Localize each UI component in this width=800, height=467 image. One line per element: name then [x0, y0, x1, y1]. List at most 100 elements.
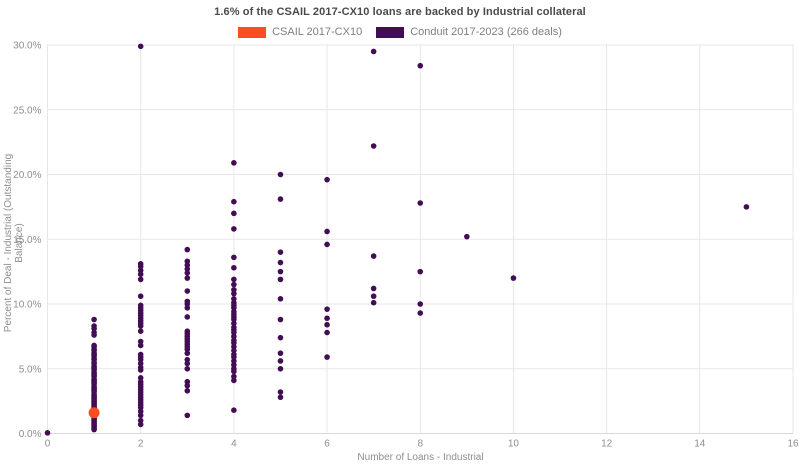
data-point-conduit[interactable]	[184, 387, 191, 394]
data-point-conduit[interactable]	[137, 293, 144, 300]
data-point-conduit[interactable]	[184, 382, 191, 389]
data-point-conduit[interactable]	[277, 268, 284, 275]
data-point-conduit[interactable]	[184, 246, 191, 253]
data-point-conduit[interactable]	[324, 176, 330, 183]
data-point-conduit[interactable]	[231, 286, 237, 293]
data-point-conduit[interactable]	[324, 306, 330, 312]
data-point-conduit[interactable]	[277, 394, 284, 401]
data-point-conduit[interactable]	[231, 226, 237, 232]
data-point-conduit[interactable]	[184, 305, 191, 311]
data-point-conduit[interactable]	[231, 362, 237, 368]
data-point-conduit[interactable]	[137, 356, 144, 363]
data-point-conduit[interactable]	[370, 143, 377, 149]
data-point-conduit[interactable]	[277, 365, 284, 372]
data-point-conduit[interactable]	[137, 367, 144, 373]
data-point-conduit[interactable]	[184, 262, 191, 268]
data-point-conduit[interactable]	[231, 373, 237, 380]
data-point-conduit[interactable]	[137, 408, 144, 415]
data-point-conduit[interactable]	[370, 285, 377, 292]
data-point-conduit[interactable]	[231, 254, 237, 261]
legend-item-csail[interactable]: CSAIL 2017-CX10	[238, 26, 362, 38]
data-point-conduit[interactable]	[743, 204, 750, 210]
data-point-conduit[interactable]	[231, 320, 237, 327]
data-point-conduit[interactable]	[231, 377, 237, 384]
data-point-conduit[interactable]	[184, 275, 191, 281]
data-point-conduit[interactable]	[277, 316, 284, 323]
data-point-csail[interactable]	[88, 407, 100, 419]
data-point-conduit[interactable]	[137, 421, 144, 428]
data-point-conduit[interactable]	[417, 310, 424, 316]
data-point-conduit[interactable]	[370, 293, 377, 300]
data-point-conduit[interactable]	[231, 305, 237, 311]
data-point-conduit[interactable]	[137, 417, 144, 424]
data-point-conduit[interactable]	[231, 316, 237, 323]
data-point-conduit[interactable]	[324, 228, 330, 235]
data-point-conduit[interactable]	[417, 268, 424, 275]
data-point-conduit[interactable]	[137, 43, 144, 50]
data-point-conduit[interactable]	[91, 332, 97, 338]
data-point-conduit[interactable]	[231, 407, 237, 413]
data-point-conduit[interactable]	[184, 270, 191, 276]
data-point-conduit[interactable]	[184, 350, 191, 357]
data-point-conduit[interactable]	[137, 267, 144, 274]
data-point-conduit[interactable]	[231, 333, 237, 340]
data-point-conduit[interactable]	[137, 412, 144, 419]
data-point-conduit[interactable]	[277, 358, 284, 364]
data-point-conduit[interactable]	[370, 299, 377, 306]
data-point-conduit[interactable]	[277, 296, 284, 302]
data-point-conduit[interactable]	[231, 264, 237, 271]
data-point-conduit[interactable]	[277, 259, 284, 266]
data-point-conduit[interactable]	[184, 258, 191, 265]
data-point-conduit[interactable]	[277, 389, 284, 395]
data-point-conduit[interactable]	[231, 210, 237, 217]
data-point-conduit[interactable]	[464, 233, 470, 240]
data-point-conduit[interactable]	[277, 249, 284, 255]
data-point-conduit[interactable]	[137, 323, 144, 329]
data-point-conduit[interactable]	[231, 354, 237, 360]
data-point-conduit[interactable]	[137, 404, 144, 411]
data-point-conduit[interactable]	[417, 62, 424, 69]
data-point-conduit[interactable]	[231, 368, 237, 375]
data-point-conduit[interactable]	[370, 253, 377, 259]
data-point-conduit[interactable]	[184, 288, 191, 294]
data-point-conduit[interactable]	[231, 329, 237, 336]
data-point-conduit[interactable]	[324, 241, 330, 248]
data-point-conduit[interactable]	[184, 266, 191, 272]
data-point-conduit[interactable]	[91, 316, 97, 323]
data-point-conduit[interactable]	[184, 360, 191, 367]
data-point-conduit[interactable]	[137, 342, 144, 349]
legend-item-conduit[interactable]: Conduit 2017-2023 (266 deals)	[376, 26, 562, 38]
data-point-conduit[interactable]	[91, 426, 97, 433]
data-point-conduit[interactable]	[277, 171, 284, 178]
data-point-conduit[interactable]	[277, 334, 284, 341]
data-point-conduit[interactable]	[137, 271, 144, 278]
data-point-conduit[interactable]	[91, 325, 97, 332]
data-point-conduit[interactable]	[137, 375, 144, 381]
data-point-conduit[interactable]	[510, 275, 517, 281]
data-point-conduit[interactable]	[417, 200, 424, 206]
data-point-conduit[interactable]	[184, 314, 191, 320]
data-point-conduit[interactable]	[277, 350, 284, 357]
data-point-conduit[interactable]	[44, 430, 51, 436]
data-point-conduit[interactable]	[231, 347, 237, 354]
data-point-conduit[interactable]	[417, 301, 424, 307]
data-point-conduit[interactable]	[231, 198, 237, 205]
data-point-conduit[interactable]	[137, 276, 144, 283]
data-point-conduit[interactable]	[324, 329, 330, 336]
data-point-conduit[interactable]	[277, 276, 284, 283]
data-point-conduit[interactable]	[184, 412, 191, 419]
data-point-conduit[interactable]	[231, 358, 237, 364]
data-point-conduit[interactable]	[370, 48, 377, 55]
data-point-conduit[interactable]	[137, 328, 144, 334]
data-point-conduit[interactable]	[231, 290, 237, 297]
data-point-conduit[interactable]	[184, 346, 191, 353]
data-point-conduit[interactable]	[324, 321, 330, 328]
data-point-conduit[interactable]	[231, 340, 237, 346]
data-point-conduit[interactable]	[184, 301, 191, 307]
data-point-conduit[interactable]	[324, 354, 330, 360]
data-point-conduit[interactable]	[184, 356, 191, 363]
data-point-conduit[interactable]	[277, 196, 284, 202]
data-point-conduit[interactable]	[231, 160, 237, 166]
data-point-conduit[interactable]	[231, 343, 237, 350]
data-point-conduit[interactable]	[137, 360, 144, 367]
